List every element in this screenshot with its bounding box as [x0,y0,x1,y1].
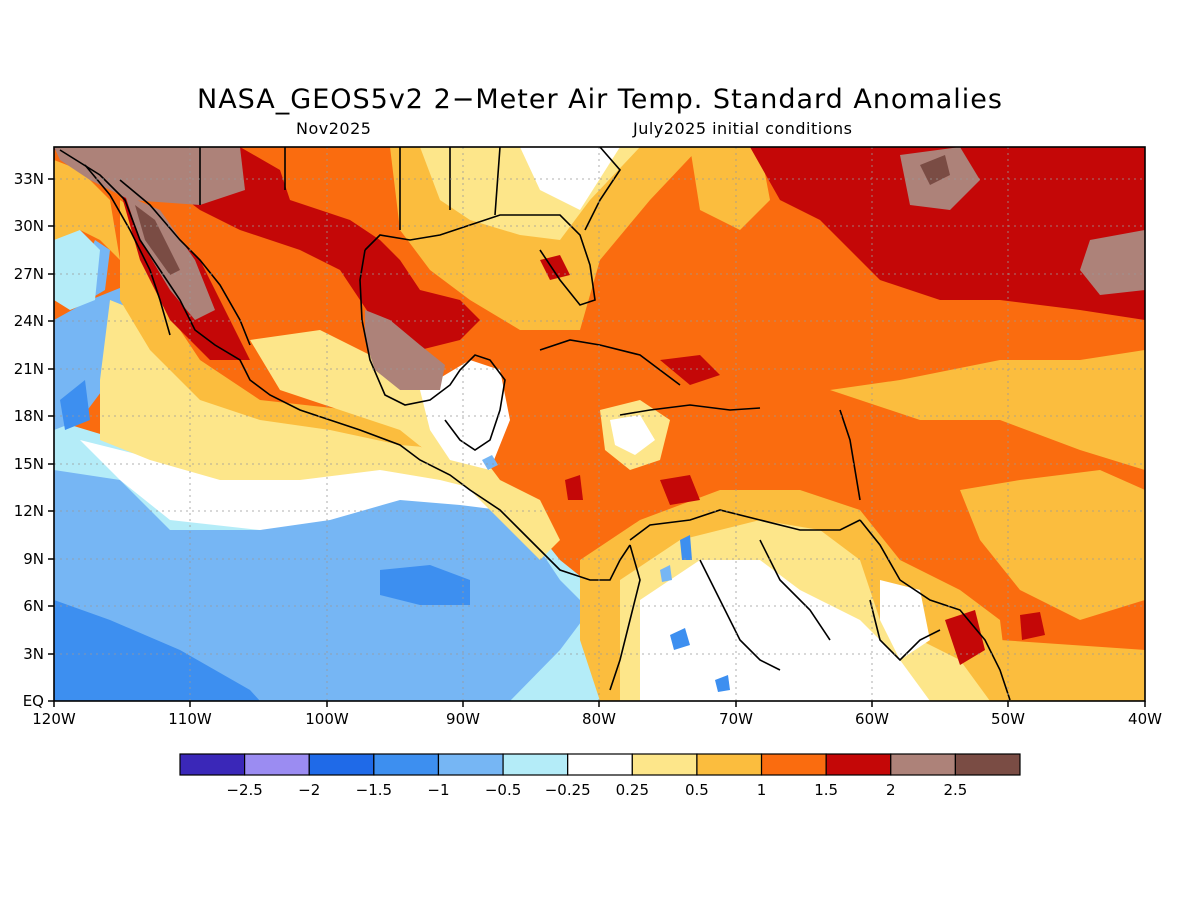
colorbar-swatch [825,753,892,776]
colorbar-swatch [179,753,246,776]
lat-tick-label: 21N [14,360,44,378]
colorbar-label: 0.5 [685,781,709,799]
colorbar-label: −2 [298,781,320,799]
colorbar-label: −1.5 [356,781,392,799]
lon-tick-label: 120W [32,710,76,728]
lon-tick-label: 70W [719,710,753,728]
gridlines [54,147,1145,701]
lat-tick-label: 18N [14,407,44,425]
colorbar-swatch [244,753,310,776]
lat-tick-labels: EQ 3N 6N 9N 12N 15N 18N 21N 24N 27N 30N … [14,170,44,710]
colorbar-swatch [760,753,827,776]
colorbar-swatch [373,753,440,776]
initial-conditions: July2025 initial conditions [633,119,853,138]
lon-tick-labels: 120W 110W 100W 90W 80W 70W 60W 50W 40W [32,710,1162,728]
colorbar-swatch [502,753,569,776]
lon-tick-label: 90W [446,710,480,728]
colorbar-label: −2.5 [226,781,262,799]
colorbar-swatch [308,753,375,776]
colorbar-label: −0.5 [485,781,521,799]
lat-tick-label: 6N [23,597,44,615]
lat-tick-label: 12N [14,502,44,520]
lon-tick-label: 60W [855,710,889,728]
forecast-month: Nov2025 [296,119,372,138]
lon-tick-label: 110W [168,710,212,728]
colorbar-swatch [631,753,698,776]
lon-tick-label: 50W [991,710,1025,728]
colorbar-swatch [437,753,504,776]
coastlines [59,147,1011,701]
anomaly-field [54,147,1145,701]
colorbar-label: −0.25 [545,781,591,799]
lon-tick-label: 100W [305,710,349,728]
colorbar-label: 2 [886,781,896,799]
colorbar-label: −1 [427,781,449,799]
lat-tick-label: 30N [14,217,44,235]
lat-tick-label: 3N [23,645,44,663]
lat-tick-label: 33N [14,170,44,188]
lon-tick-label: 40W [1128,710,1162,728]
colorbar-label: 1 [757,781,767,799]
lat-tick-label: 15N [14,455,44,473]
colorbar-swatch [696,753,763,776]
lat-tick-label: EQ [23,692,44,710]
colorbar-label: 1.5 [814,781,838,799]
lon-tick-label: 80W [582,710,616,728]
colorbar-swatch [954,753,1021,776]
chart-title: NASA_GEOS5v2 2−Meter Air Temp. Standard … [197,84,1003,115]
colorbar-label: 0.25 [616,781,649,799]
colorbar: −2.5 −2 −1.5 −1 −0.5 −0.25 0.25 0.5 1 1.5 2 2.5 [179,753,1021,799]
lat-tick-label: 27N [14,265,44,283]
colorbar-swatch [567,753,633,776]
axis-ticks [48,178,1146,707]
colorbar-label: 2.5 [943,781,967,799]
lat-tick-label: 9N [23,550,44,568]
colorbar-swatch [890,753,956,776]
lat-tick-label: 24N [14,312,44,330]
